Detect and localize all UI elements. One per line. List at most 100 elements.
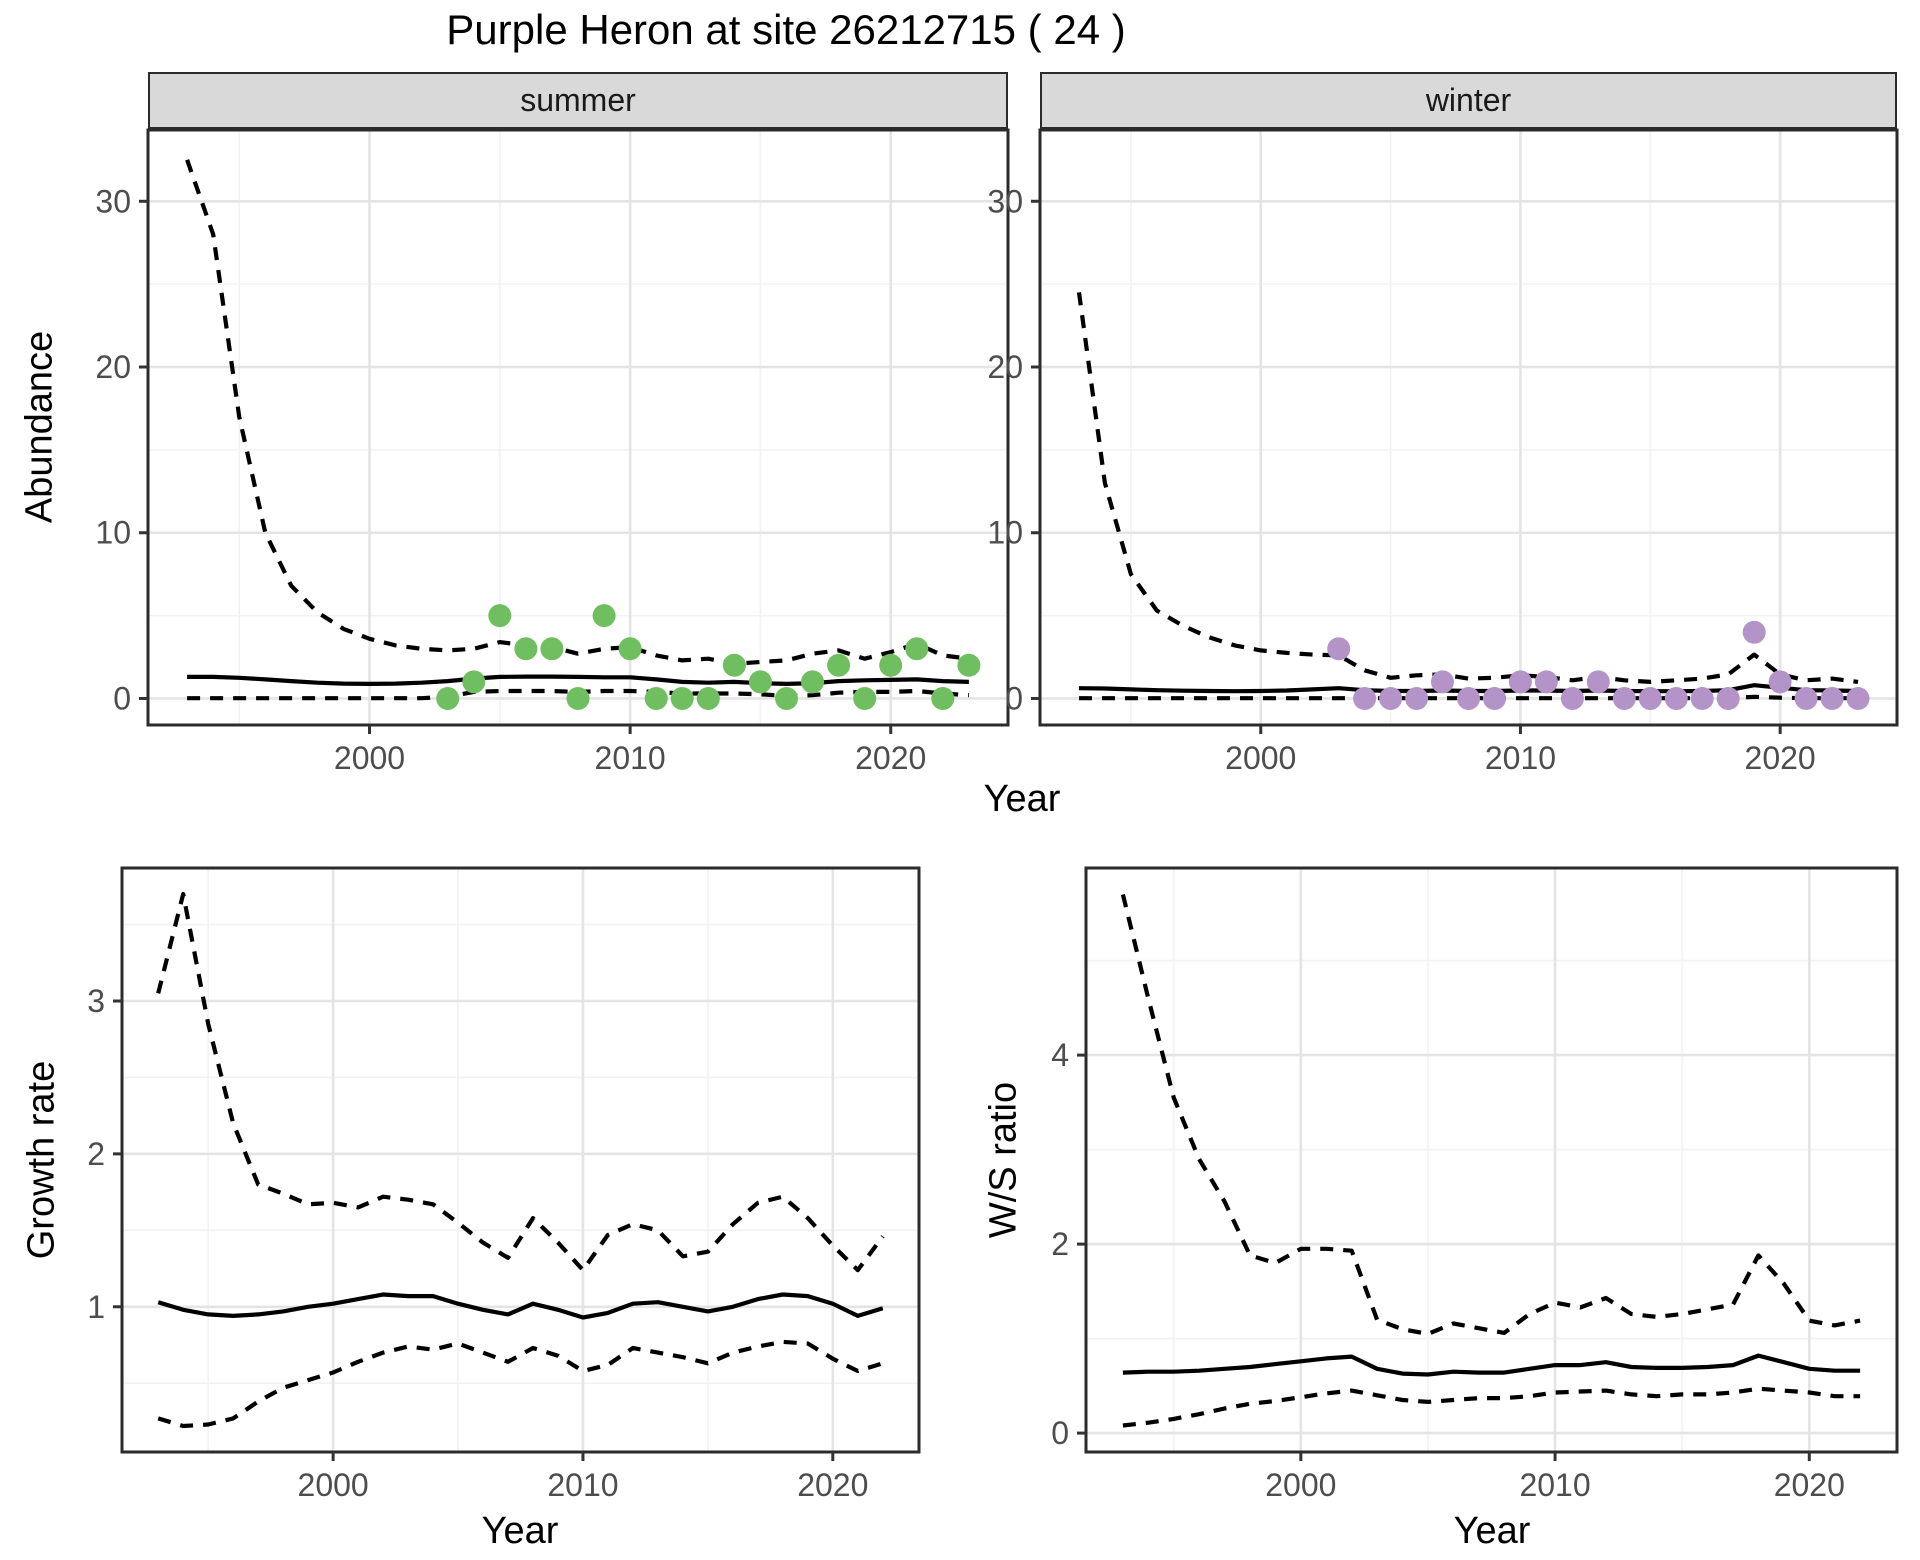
data-point bbox=[1508, 670, 1532, 694]
panel-growth-rate: 2000 2010 2020 1 2 3 bbox=[87, 866, 921, 1503]
y-tick-label: 2 bbox=[87, 1136, 105, 1172]
data-point bbox=[488, 604, 512, 628]
data-point bbox=[644, 687, 668, 710]
data-point bbox=[696, 687, 720, 710]
fit-line bbox=[157, 1292, 884, 1320]
data-point bbox=[1794, 687, 1818, 710]
y-tick-label: 30 bbox=[95, 183, 131, 219]
data-point bbox=[1431, 670, 1454, 694]
y-tick-label: 1 bbox=[87, 1289, 105, 1325]
panel-background bbox=[148, 130, 1008, 725]
fit-line bbox=[1122, 1353, 1861, 1377]
y-tick-label: 0 bbox=[113, 680, 131, 716]
data-point bbox=[1586, 670, 1610, 694]
data-point bbox=[1768, 670, 1792, 694]
x-axis-title-year-bottom-left: Year bbox=[481, 1510, 559, 1552]
fit-line bbox=[187, 674, 969, 686]
y-tick-label: 10 bbox=[987, 515, 1023, 551]
y-tick-label: 0 bbox=[1005, 680, 1023, 716]
y-tick-label: 10 bbox=[95, 515, 131, 551]
y-tick-label: 20 bbox=[987, 349, 1023, 385]
x-tick-label: 2020 bbox=[797, 1467, 868, 1503]
facet-strip-winter: winter bbox=[1040, 72, 1897, 129]
x-tick-label: 2010 bbox=[1485, 740, 1556, 776]
y-tick-label: 4 bbox=[1051, 1037, 1069, 1073]
data-point bbox=[618, 637, 642, 661]
panel-border bbox=[146, 128, 1010, 727]
data-point bbox=[775, 687, 798, 710]
data-point bbox=[566, 687, 590, 710]
data-point bbox=[853, 687, 877, 710]
figure-title: Purple Heron at site 26212715 ( 24 ) bbox=[446, 6, 1126, 53]
data-point bbox=[1483, 687, 1506, 710]
data-point bbox=[1405, 687, 1429, 710]
upper-ci-line bbox=[156, 891, 885, 1273]
y-tick-label: 2 bbox=[1051, 1226, 1069, 1262]
x-tick-label: 2000 bbox=[298, 1467, 369, 1503]
data-point bbox=[1742, 620, 1766, 644]
data-point bbox=[1560, 687, 1584, 710]
upper-ci-line bbox=[1120, 894, 1861, 1336]
data-point bbox=[592, 604, 616, 628]
data-point bbox=[905, 637, 929, 661]
lower-ci-line bbox=[157, 1339, 884, 1429]
data-point bbox=[1846, 687, 1870, 710]
panel-border bbox=[1038, 128, 1899, 727]
x-tick-label: 2010 bbox=[547, 1467, 618, 1503]
data-point bbox=[1820, 687, 1844, 710]
data-point bbox=[670, 687, 694, 710]
x-axis-title-year-top: Year bbox=[983, 778, 1061, 820]
data-point bbox=[1664, 687, 1688, 710]
data-point bbox=[801, 670, 824, 694]
data-point bbox=[1353, 687, 1377, 710]
data-point bbox=[514, 637, 538, 661]
x-tick-label: 2010 bbox=[595, 740, 666, 776]
x-tick-label: 2000 bbox=[1265, 1467, 1336, 1503]
panel-w-s-ratio: 2000 2010 2020 0 2 4 bbox=[1051, 866, 1899, 1503]
facet-strip-summer: summer bbox=[148, 72, 1008, 129]
panel-summer: 2000 2010 2020 0 10 20 30 bbox=[95, 128, 1010, 776]
data-point bbox=[931, 687, 955, 710]
panel-background bbox=[1040, 130, 1897, 725]
data-point bbox=[1612, 687, 1636, 710]
data-point bbox=[1716, 687, 1740, 710]
data-point bbox=[1457, 687, 1480, 710]
y-tick-label: 30 bbox=[987, 183, 1023, 219]
data-point bbox=[1379, 687, 1403, 710]
y-axis-title-ws-ratio: W/S ratio bbox=[982, 1081, 1025, 1239]
panel-border bbox=[1084, 866, 1899, 1454]
data-point bbox=[540, 637, 564, 661]
y-tick-label: 0 bbox=[1051, 1415, 1069, 1451]
data-point bbox=[827, 653, 851, 677]
x-axis-title-year-bottom-right: Year bbox=[1453, 1510, 1531, 1552]
data-point bbox=[957, 653, 981, 677]
facet-label-summer: summer bbox=[520, 82, 636, 118]
panel-border bbox=[120, 866, 921, 1454]
y-axis-title-growth-rate: Growth rate bbox=[20, 1060, 63, 1260]
data-point bbox=[462, 670, 486, 694]
x-tick-label: 2000 bbox=[334, 740, 405, 776]
data-point bbox=[1690, 687, 1714, 710]
data-point bbox=[1534, 670, 1558, 694]
panel-background bbox=[1086, 868, 1897, 1452]
data-point bbox=[436, 687, 460, 710]
x-tick-label: 2000 bbox=[1225, 740, 1296, 776]
data-point bbox=[748, 670, 772, 694]
panel-background bbox=[122, 868, 919, 1452]
data-point bbox=[1327, 637, 1351, 661]
facet-label-winter: winter bbox=[1425, 82, 1512, 118]
panel-winter: 2000 2010 2020 0 10 20 30 bbox=[987, 128, 1899, 776]
y-tick-label: 20 bbox=[95, 349, 131, 385]
lower-ci-line bbox=[1122, 1386, 1861, 1428]
y-axis-title-abundance: Abundance bbox=[18, 330, 61, 524]
x-tick-label: 2010 bbox=[1519, 1467, 1590, 1503]
x-tick-label: 2020 bbox=[855, 740, 926, 776]
x-tick-label: 2020 bbox=[1745, 740, 1816, 776]
data-point bbox=[1638, 687, 1662, 710]
data-point bbox=[879, 653, 903, 677]
data-point bbox=[722, 653, 746, 677]
upper-ci-line bbox=[185, 159, 970, 666]
x-tick-label: 2020 bbox=[1774, 1467, 1845, 1503]
y-tick-label: 3 bbox=[87, 983, 105, 1019]
